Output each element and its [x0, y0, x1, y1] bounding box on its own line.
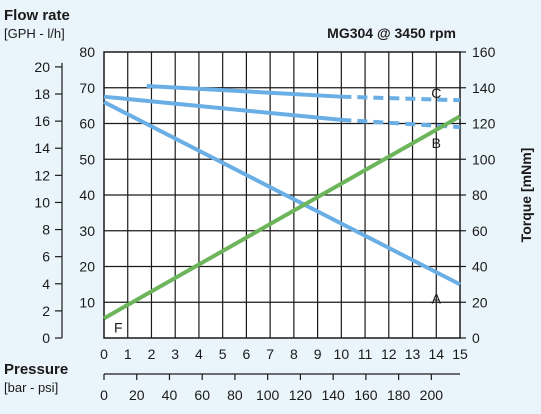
tick-label-psi: 160 [354, 387, 378, 403]
tick-label-bar: 10 [334, 346, 350, 362]
chart-title: MG304 @ 3450 rpm [327, 25, 456, 41]
tick-label-gph: 10 [34, 194, 50, 210]
tick-label-psi: 60 [194, 387, 210, 403]
tick-label-lh: 40 [79, 187, 95, 203]
series-line-c-solid [146, 83, 342, 99]
tick-label-gph: 8 [42, 222, 50, 238]
tick-label-bar: 4 [195, 346, 203, 362]
tick-label-torque: 20 [472, 294, 488, 310]
tick-label-bar: 7 [266, 346, 274, 362]
tick-label-lh: 60 [79, 116, 95, 132]
series-group: A B C F [103, 83, 461, 335]
tick-label-psi: 20 [129, 387, 145, 403]
tick-label-torque: 100 [472, 151, 496, 167]
series-line-b-solid [103, 94, 342, 122]
tick-label-lh: 30 [79, 223, 95, 239]
tick-label-torque: 80 [472, 187, 488, 203]
tick-label-psi: 80 [227, 387, 243, 403]
tick-label-gph: 16 [34, 113, 50, 129]
flow-rate-units: [GPH - l/h] [4, 26, 65, 41]
series-line-f-solid [103, 114, 461, 321]
tick-label-lh: 10 [79, 294, 95, 310]
torque-axis-label: Torque [mNm] [518, 148, 534, 243]
tick-label-torque: 40 [472, 259, 488, 275]
tick-label-psi: 40 [162, 387, 178, 403]
tick-label-psi: 100 [256, 387, 280, 403]
tick-label-bar: 12 [381, 346, 397, 362]
tick-label-psi: 180 [387, 387, 411, 403]
tick-label-torque: 60 [472, 223, 488, 239]
tick-label-bar: 13 [405, 346, 421, 362]
pressure-units: [bar - psi] [4, 380, 58, 395]
tick-label-lh: 80 [79, 44, 95, 60]
tick-label-bar: 9 [314, 346, 322, 362]
curve-label-f: F [114, 319, 123, 335]
tick-label-bar: 3 [171, 346, 179, 362]
tick-label-bar: 15 [452, 346, 468, 362]
flow-rate-title: Flow rate [4, 7, 70, 24]
tick-label-lh: 50 [79, 151, 95, 167]
tick-label-bar: 2 [148, 346, 156, 362]
tick-label-lh: 70 [79, 80, 95, 96]
tick-label-gph: 0 [42, 330, 50, 346]
tick-group: 1020304050607080024681012141618200204060… [34, 44, 495, 403]
tick-label-torque: 0 [472, 330, 480, 346]
tick-label-gph: 6 [42, 249, 50, 265]
tick-label-bar: 14 [428, 346, 444, 362]
tick-label-bar: 11 [358, 346, 373, 362]
tick-label-gph: 4 [42, 276, 50, 292]
curve-label-c: C [431, 85, 441, 101]
series-line-a-solid [103, 100, 461, 287]
curve-label-b: B [432, 135, 441, 151]
tick-label-psi: 120 [289, 387, 313, 403]
tick-label-torque: 140 [472, 80, 496, 96]
tick-label-bar: 6 [243, 346, 251, 362]
tick-label-bar: 0 [100, 346, 108, 362]
tick-label-psi: 140 [321, 387, 345, 403]
grid [104, 52, 460, 338]
curve-label-a: A [432, 291, 442, 307]
series-line-c-dashed [341, 94, 461, 103]
tick-label-gph: 14 [34, 140, 50, 156]
tick-label-gph: 20 [34, 59, 50, 75]
tick-label-gph: 2 [42, 303, 50, 319]
tick-label-bar: 8 [290, 346, 298, 362]
tick-label-torque: 120 [472, 116, 496, 132]
tick-label-lh: 20 [79, 259, 95, 275]
tick-label-bar: 1 [124, 346, 132, 362]
pressure-title: Pressure [4, 361, 68, 378]
tick-label-bar: 5 [219, 346, 227, 362]
tick-label-gph: 12 [34, 167, 50, 183]
tick-label-psi: 0 [100, 387, 108, 403]
tick-label-psi: 200 [420, 387, 444, 403]
tick-label-torque: 160 [472, 44, 496, 60]
tick-label-gph: 18 [34, 86, 50, 102]
